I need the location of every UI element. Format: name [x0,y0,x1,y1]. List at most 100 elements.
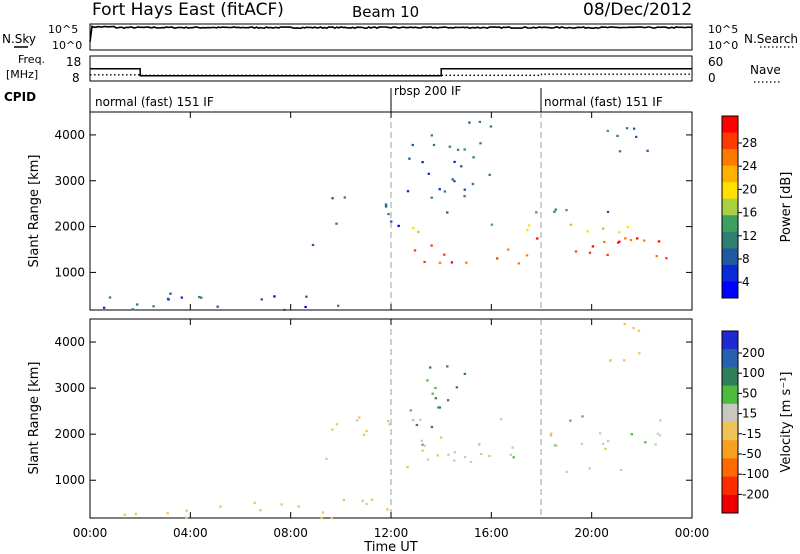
velocity-colorbar-tick: 50 [742,386,757,400]
data-cell [219,505,222,508]
data-cell [305,295,308,298]
y-tick-label: 2000 [54,427,85,441]
y-tick-label: 3000 [54,174,85,188]
data-cell [624,237,627,240]
velocity-y-ticks: 1000 2000 3000 4000 [54,335,692,487]
velocity-panel: 1000 2000 3000 4000 Slant Range [km] [27,318,693,520]
x-tick-label: 00:00 [675,526,710,540]
data-cell [426,458,430,461]
data-cell [430,425,434,429]
data-cell [607,440,610,443]
data-cell [283,308,286,311]
velocity-colorbar-tick: -50 [742,447,762,461]
data-cell [469,460,473,463]
data-cell [437,406,440,409]
velocity-colorbar: 200 100 50 15 -15 -50 -100 -200 Velocity [m s⁻¹… [721,330,794,514]
nave-label: Nave [750,63,781,77]
colorbar-swatch [722,215,738,233]
data-cell [500,418,503,421]
data-cell [665,257,668,260]
data-cell [603,240,606,243]
data-cell [488,173,491,176]
colorbar-swatch [722,458,738,478]
data-cell [439,436,443,439]
data-cell [443,190,447,193]
data-cell [618,231,621,234]
data-cell [632,127,636,130]
data-cell [581,415,584,418]
data-cell [280,503,283,506]
data-cell [180,296,183,299]
data-cell [507,248,510,251]
freq-right-tick-top: 60 [708,55,723,69]
beam-label: Beam 10 [352,3,419,21]
velocity-colorbar-tick: -100 [742,467,769,481]
power-colorbar-tick: 8 [742,252,750,266]
data-cell [320,516,323,519]
data-cell [637,329,641,332]
data-cell [134,512,138,515]
chart-title: Fort Hays East (fitACF) [92,0,284,20]
data-cell [430,244,433,247]
data-cell [471,182,475,186]
power-colorbar-tick: 20 [742,182,757,196]
data-cell [434,397,438,400]
data-cell [446,211,449,214]
cpid-segment-2: rbsp 200 IF [394,84,461,98]
data-cell [598,432,602,435]
data-cell [643,239,646,242]
colorbar-swatch [722,403,738,423]
data-cell [342,499,346,502]
colorbar-swatch [722,349,738,368]
data-cell [434,386,437,390]
y-tick-label: 4000 [54,128,85,142]
colorbar-swatch [722,248,738,266]
data-cell [555,444,558,447]
data-cell [365,430,368,433]
data-cell [535,211,538,214]
data-cell [423,260,426,264]
data-cell [408,157,411,160]
data-cell [490,223,494,226]
colorbar-swatch [722,149,738,167]
data-cell [465,261,468,264]
data-cell [443,253,446,256]
data-cell [644,441,647,444]
data-cell [260,298,263,301]
data-cell [456,148,460,151]
data-cell [438,261,442,264]
nsearch-label: N.Search [744,32,798,46]
data-cell [453,451,456,454]
x-tick-label: 04:00 [173,526,208,540]
data-cell [549,434,553,437]
data-cell [409,409,412,412]
colorbar-swatch [722,231,738,249]
data-cell [365,502,368,506]
data-cell [412,226,415,229]
data-cell [413,249,417,252]
data-cell [658,434,662,437]
data-cell [417,230,420,233]
data-cell [311,243,315,247]
data-cell [586,230,589,233]
data-cell [198,296,201,299]
data-cell [479,142,482,145]
data-cell [152,305,155,308]
colorbar-swatch [722,281,738,299]
data-cell [480,452,483,456]
data-cell [450,261,454,264]
data-cell [638,352,641,355]
velocity-colorbar-scale [722,331,738,514]
y-tick-label: 4000 [54,335,85,349]
data-cell [601,442,605,445]
data-cell [569,223,573,226]
data-cell [438,406,442,409]
data-cell [335,423,339,426]
power-colorbar-tick: 12 [742,229,757,243]
data-cell [463,195,466,198]
freq-label-2: [MHz] [6,68,38,81]
data-cell [423,444,426,447]
data-cell [565,209,568,212]
data-cell [625,127,629,130]
